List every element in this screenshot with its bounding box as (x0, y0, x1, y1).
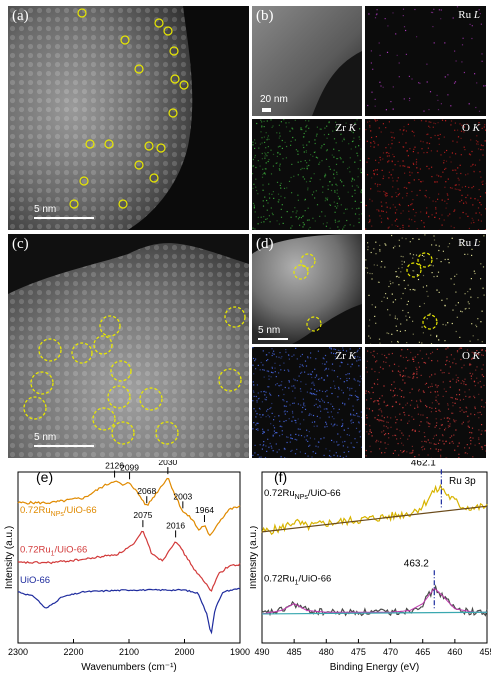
panel-d-label: (d) (256, 236, 274, 252)
panel-b-label: (b) (256, 8, 274, 24)
x-tick-label: 480 (319, 647, 334, 657)
panel-b-stem-image: (b) 20 nm (252, 6, 362, 116)
eds-dots (367, 6, 486, 112)
background-line (261, 611, 488, 615)
xps-title: Ru 3p (449, 476, 476, 487)
series-line (17, 477, 241, 537)
map-b-zr: Zr K (252, 119, 362, 230)
map-d-ru-label: Ru L (458, 237, 480, 249)
legend-label: 0.72Ru1/UiO-66 (20, 544, 87, 557)
legend-label: 0.72RuNPs/UiO-66 (264, 488, 341, 501)
x-tick-label: 475 (351, 647, 366, 657)
peak-label: 2068 (137, 486, 156, 496)
series-line (17, 587, 241, 635)
panel-a-label: (a) (12, 8, 29, 24)
xps-chart: (f) 490 485 480 475 470 465 460 455 Binding Ener… (250, 460, 491, 673)
map-b-ru: Ru L (365, 6, 486, 116)
map-d-o-label: O K (461, 350, 480, 362)
peak-label: 2126 (105, 461, 124, 471)
ru-cluster-circles (23, 306, 246, 445)
legend-label: 0.72Ru1/UiO-66 (264, 573, 331, 586)
panel-c-scale-label: 5 nm (34, 432, 57, 443)
legend-label: 0.72RuNPs/UiO-66 (20, 505, 97, 518)
x-tick-label: 465 (415, 647, 430, 657)
ru-atom-circles (69, 8, 189, 209)
map-d-ru: Ru L (365, 234, 486, 344)
y-axis-label: Intensity (a.u.) (250, 526, 259, 589)
plot-frame (261, 471, 488, 644)
eds-dots (365, 119, 486, 230)
series-line (17, 530, 241, 592)
y-axis-label: Intensity (a.u.) (4, 526, 15, 589)
background-line (261, 505, 488, 533)
x-tick-label: 460 (447, 647, 462, 657)
x-tick-label: 470 (383, 647, 398, 657)
eds-dots (252, 119, 362, 230)
map-b-o-label: O K (461, 122, 480, 134)
x-tick-label: 485 (287, 647, 302, 657)
peak-label: 2075 (133, 510, 152, 520)
peak-label: 2030 (158, 460, 177, 467)
panel-a-texture (8, 6, 193, 230)
map-d-o: O K (365, 347, 486, 458)
peak-label: 1964 (195, 505, 214, 515)
panel-a-scale-label: 5 nm (34, 204, 57, 215)
peak-label: 463.2 (404, 558, 429, 569)
panel-c-scale-bar (34, 445, 94, 447)
map-d-zr-label: Zr K (335, 350, 356, 362)
x-tick-label: 1900 (230, 647, 250, 657)
peak-label: 462.1 (411, 460, 436, 468)
peak-label: 2003 (173, 491, 192, 501)
map-b-o: O K (365, 119, 486, 230)
chart-f-label: (f) (274, 469, 287, 485)
panel-c-stem-image: (c) 5 nm (8, 234, 249, 458)
x-tick-label: 2300 (8, 647, 28, 657)
map-d-zr: Zr K (252, 347, 362, 458)
panel-d-scale-label: 5 nm (258, 325, 281, 336)
x-tick-label: 490 (254, 647, 269, 657)
panel-c-label: (c) (12, 236, 29, 252)
panel-a-scale-bar (34, 217, 94, 219)
panel-b-scale-bar (262, 108, 271, 112)
panel-d-scale-bar (258, 338, 288, 340)
peak-label: 2099 (120, 462, 139, 472)
x-axis-label: Wavenumbers (cm⁻¹) (81, 662, 176, 673)
map-b-ru-label: Ru L (458, 9, 480, 21)
map-b-zr-label: Zr K (335, 122, 356, 134)
legend-label: UiO-66 (20, 575, 50, 586)
x-axis-label: Binding Energy (eV) (330, 662, 420, 673)
chart-e-label: (e) (36, 469, 53, 485)
fit-line (261, 588, 487, 615)
x-tick-label: 455 (479, 647, 491, 657)
series-line (261, 584, 488, 617)
x-tick-label: 2100 (119, 647, 139, 657)
panel-d-stem-image: (d) 5 nm (252, 234, 362, 344)
panel-b-scale-label: 20 nm (260, 94, 288, 105)
x-tick-label: 2000 (174, 647, 194, 657)
plot-frame (17, 471, 241, 644)
x-tick-label: 2200 (63, 647, 83, 657)
panel-a-stem-image: (a) 5 nm (8, 6, 249, 230)
ftir-chart: (e) 2300 2200 2100 2000 1900 Wavenumbers (cm⁻… (4, 460, 250, 673)
peak-label: 2016 (166, 520, 185, 530)
